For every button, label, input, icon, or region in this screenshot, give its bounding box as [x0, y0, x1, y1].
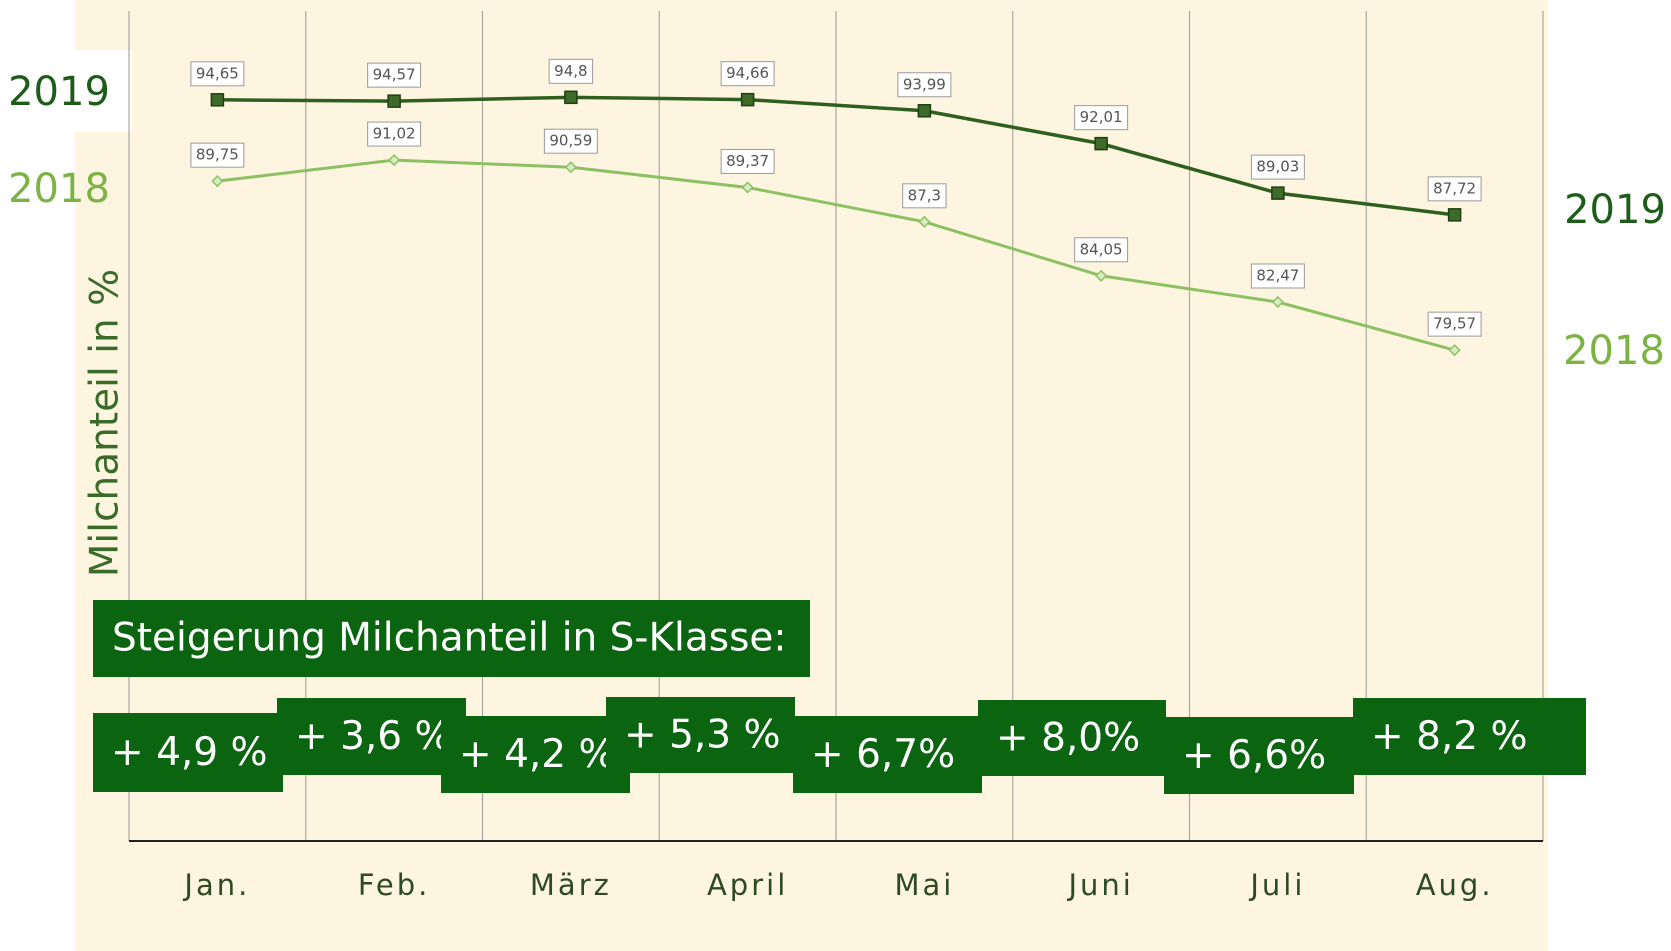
data-label: 94,66 — [726, 64, 769, 82]
data-label-box — [720, 61, 775, 87]
data-label: 84,05 — [1080, 240, 1123, 258]
series-line — [217, 158, 1456, 352]
x-tick-label: Aug. — [1416, 868, 1494, 902]
marker — [210, 93, 225, 107]
increase-label: + 5,3 % — [624, 713, 781, 758]
marker — [1271, 295, 1284, 309]
marker — [564, 161, 577, 174]
increase-box — [978, 700, 1166, 776]
x-tick-label: April — [707, 868, 788, 902]
x-tick-label: Juni — [1066, 868, 1133, 902]
increase-box — [793, 716, 982, 793]
marker — [388, 154, 401, 167]
increase-label: + 6,6% — [1182, 733, 1326, 778]
increase-label: + 8,2 % — [1371, 714, 1528, 759]
increase-box — [93, 713, 283, 792]
legend-label: 2018 — [8, 166, 110, 212]
increase-box — [606, 697, 795, 773]
legend-label: 2019 — [1564, 187, 1666, 233]
marker — [1448, 344, 1461, 357]
data-label: 93,99 — [903, 75, 946, 93]
x-tick-label: Mai — [894, 868, 954, 902]
marker — [387, 94, 401, 108]
data-label: 87,3 — [908, 186, 941, 204]
legend-bg — [0, 50, 132, 132]
annotation-heading: Steigerung Milchanteil in S-Klasse: — [112, 616, 787, 661]
data-label-box — [543, 128, 598, 154]
x-tick-label: Feb. — [358, 868, 431, 902]
marker — [1447, 208, 1462, 222]
marker — [1094, 136, 1108, 151]
x-tick-label: Jan. — [182, 868, 250, 902]
data-label-box — [1250, 154, 1305, 180]
legend-label: 2018 — [1563, 328, 1665, 374]
data-label-box — [1074, 237, 1129, 263]
increase-label: + 3,6 % — [295, 714, 452, 759]
data-label-box — [548, 58, 594, 84]
marker — [1271, 186, 1285, 200]
increase-box — [1164, 717, 1354, 794]
data-label: 82,47 — [1256, 266, 1299, 284]
annotation-box — [93, 600, 810, 677]
series-line — [217, 95, 1455, 217]
data-label: 89,03 — [1256, 158, 1299, 176]
marker — [740, 92, 755, 107]
right-margin — [1548, 0, 1671, 951]
data-label: 94,57 — [373, 66, 416, 84]
increase-label: + 4,2 % — [459, 732, 616, 777]
legend-label: 2019 — [8, 69, 110, 115]
data-label: 87,72 — [1433, 179, 1476, 197]
data-label: 94,65 — [196, 64, 239, 82]
data-label: 94,8 — [554, 62, 587, 80]
data-label: 89,75 — [196, 146, 239, 164]
data-label-box — [367, 62, 422, 88]
data-label-box — [897, 72, 952, 98]
plot-background — [75, 0, 1548, 951]
data-label-box — [1074, 105, 1129, 131]
marker — [564, 90, 578, 105]
data-label: 79,57 — [1433, 315, 1476, 333]
increase-label: + 6,7% — [811, 732, 955, 777]
data-label-box — [1427, 176, 1482, 202]
data-label-box — [190, 142, 245, 168]
data-label-box — [902, 183, 947, 209]
increase-box — [1353, 698, 1586, 775]
marker — [211, 175, 224, 188]
data-label-box — [1427, 311, 1482, 337]
data-label-box — [190, 61, 245, 87]
increase-box — [277, 698, 466, 775]
data-label-box — [367, 121, 422, 147]
marker — [918, 215, 931, 228]
marker — [741, 181, 754, 194]
x-tick-label: März — [530, 868, 612, 902]
data-label-box — [720, 148, 775, 174]
data-label: 92,01 — [1080, 108, 1123, 126]
data-label: 89,37 — [726, 152, 769, 170]
y-axis-label: Milchanteil in % — [83, 269, 128, 577]
data-label: 91,02 — [373, 125, 416, 143]
increase-label: + 8,0% — [996, 716, 1140, 761]
data-label: 90,59 — [549, 132, 592, 150]
increase-box — [441, 716, 630, 793]
x-tick-label: Juli — [1248, 868, 1305, 902]
increase-label: + 4,9 % — [111, 730, 268, 775]
marker — [1095, 269, 1108, 282]
data-label-box — [1250, 263, 1305, 289]
marker — [917, 104, 932, 118]
